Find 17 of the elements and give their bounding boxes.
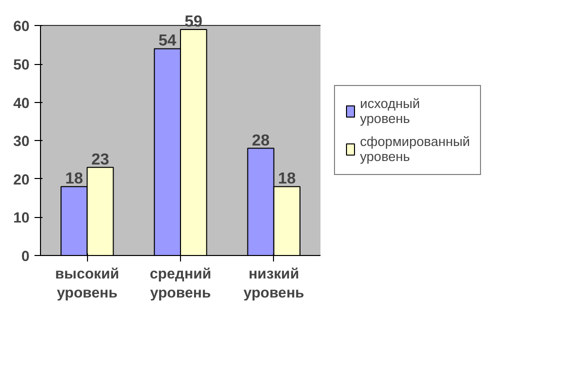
data-label: 54 — [158, 32, 176, 50]
y-tick-label: 50 — [13, 58, 30, 74]
x-tick-label: низкий уровень — [243, 266, 304, 302]
legend-label: исходный уровень — [360, 96, 420, 126]
data-label: 18 — [278, 170, 296, 188]
data-label: 18 — [65, 170, 84, 188]
x-tick-label: средний уровень — [150, 266, 212, 302]
y-tick-label: 0 — [21, 249, 30, 265]
y-tick-label: 40 — [13, 96, 30, 112]
y-tick-label: 30 — [13, 134, 30, 150]
y-tick-label: 60 — [13, 19, 30, 36]
y-tick-label: 10 — [13, 210, 30, 227]
legend-label: сформированный уровень — [360, 134, 470, 164]
data-label: 28 — [252, 132, 270, 150]
x-tick-label: высокий уровень — [55, 266, 120, 302]
y-tick-label: 20 — [13, 172, 30, 188]
data-label: 23 — [91, 151, 110, 168]
